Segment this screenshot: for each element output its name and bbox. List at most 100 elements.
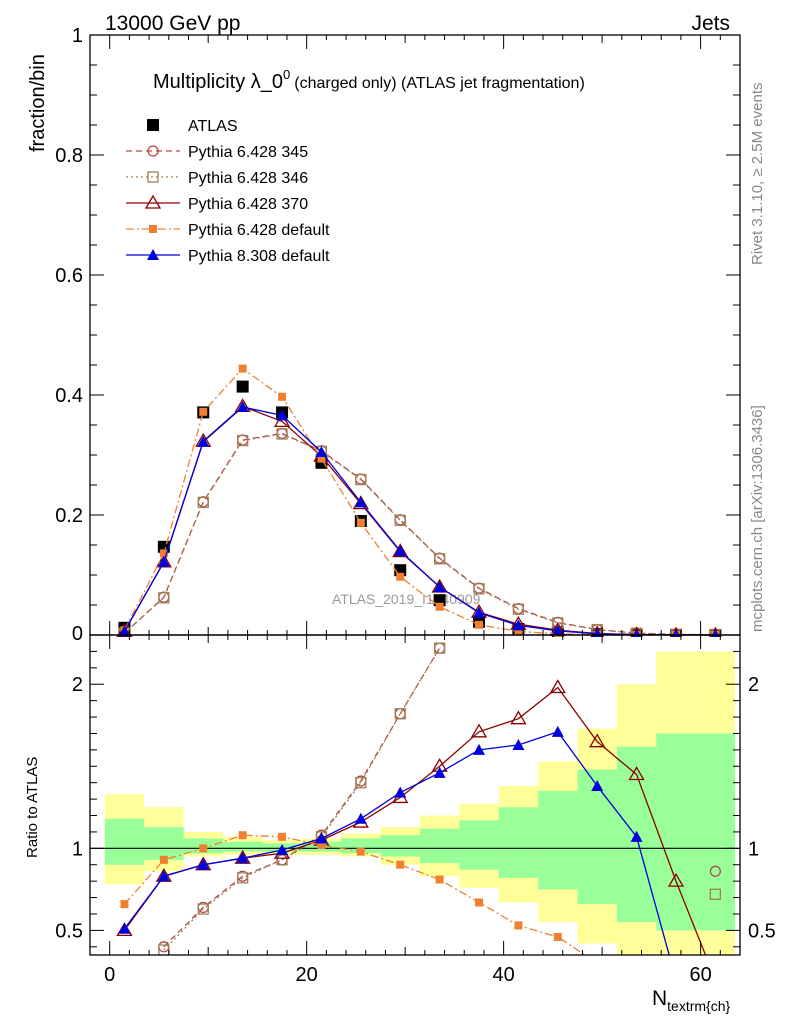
data-point bbox=[394, 708, 406, 720]
data-point bbox=[433, 642, 446, 654]
x-tick-label: 0 bbox=[104, 964, 115, 986]
data-point bbox=[356, 847, 365, 856]
green-band-bin bbox=[104, 818, 145, 865]
data-point bbox=[473, 743, 486, 755]
data-point bbox=[118, 625, 131, 637]
series-line bbox=[124, 433, 716, 636]
y-tick-label: 0.8 bbox=[55, 145, 83, 167]
data-point bbox=[315, 446, 328, 457]
green-band-bin bbox=[577, 769, 617, 905]
data-point bbox=[470, 723, 488, 738]
x-axis-label: Ntextrm{ch} bbox=[652, 987, 731, 1014]
data-point bbox=[147, 145, 159, 157]
data-point bbox=[197, 858, 210, 870]
data-point bbox=[276, 427, 288, 440]
data-point bbox=[670, 974, 682, 985]
data-point bbox=[236, 401, 249, 412]
data-point bbox=[157, 870, 170, 882]
data-point bbox=[147, 171, 159, 183]
green-band-bin bbox=[498, 807, 539, 878]
data-point bbox=[147, 249, 159, 260]
legend: ATLAS Pythia 6.428 345 Pythia 6.428 346 Pyt… bbox=[126, 118, 330, 265]
legend-label: Pythia 6.428 370 bbox=[188, 196, 308, 213]
green-band-bin bbox=[695, 733, 736, 931]
ratio-frame bbox=[89, 634, 741, 956]
data-point bbox=[433, 553, 446, 565]
data-point bbox=[237, 872, 249, 884]
data-point bbox=[159, 549, 168, 558]
rivet-label: Rivet 3.1.10, ≥ 2.5M events bbox=[749, 83, 766, 266]
ratio-y-tick-label: 1 bbox=[72, 838, 83, 860]
data-point bbox=[512, 738, 525, 750]
data-point bbox=[317, 841, 326, 850]
data-point bbox=[276, 428, 288, 440]
uncertainty-bands bbox=[104, 651, 736, 955]
data-point bbox=[549, 679, 566, 694]
ratio-y-tick-label-right: 0.5 bbox=[748, 920, 776, 942]
data-point bbox=[589, 733, 606, 748]
data-point bbox=[237, 434, 249, 447]
ratio-y-tick-label: 2 bbox=[72, 674, 83, 696]
data-point bbox=[158, 592, 170, 604]
data-point bbox=[278, 392, 287, 401]
data-point bbox=[394, 514, 406, 526]
data-point bbox=[355, 777, 367, 789]
series-line bbox=[123, 406, 716, 636]
data-point bbox=[667, 872, 685, 887]
data-point bbox=[593, 959, 601, 967]
green-band-bin bbox=[380, 835, 420, 857]
y-tick-label: 0.4 bbox=[55, 385, 83, 407]
ratio-panel: 0 20 40 60 0.5 0.5 1 1 2 2 bbox=[55, 35, 776, 986]
data-point bbox=[591, 779, 604, 791]
data-point bbox=[317, 454, 326, 463]
data-point bbox=[473, 606, 486, 618]
main-ylabel: fraction/bin bbox=[27, 54, 49, 152]
data-point bbox=[630, 830, 643, 842]
data-point bbox=[149, 225, 157, 233]
data-point bbox=[236, 852, 249, 864]
data-point bbox=[120, 900, 129, 909]
data-point bbox=[197, 496, 209, 509]
mcplots-label: mcplots.cern.ch [arXiv:1306.3436] bbox=[749, 405, 766, 632]
ratio-line bbox=[163, 647, 441, 948]
ratio-ylabel: Ratio to ATLAS bbox=[24, 757, 41, 858]
chart-title: Multiplicity λ_00(charged only) (ATLAS j… bbox=[153, 67, 585, 93]
legend-label: ATLAS bbox=[188, 118, 238, 135]
green-band-bin bbox=[538, 790, 578, 890]
ratio-y-tick-label: 0.5 bbox=[55, 920, 83, 942]
y-tick-label: 0.2 bbox=[55, 505, 83, 527]
legend-label: Pythia 6.428 default bbox=[188, 222, 330, 239]
data-point bbox=[236, 380, 249, 393]
data-point bbox=[199, 844, 208, 853]
main-panel: 0 0.2 0.4 0.6 0.8 1 bbox=[55, 25, 741, 645]
data-point bbox=[276, 409, 289, 421]
y-tick-label: 0 bbox=[72, 623, 83, 645]
data-point bbox=[394, 786, 407, 798]
data-point bbox=[510, 710, 527, 725]
ratio-line bbox=[163, 647, 441, 951]
y-tick-label: 1 bbox=[72, 25, 83, 47]
data-point bbox=[512, 603, 525, 615]
x-tick-label: 20 bbox=[296, 964, 318, 986]
data-point bbox=[396, 572, 405, 581]
data-point bbox=[394, 514, 406, 527]
data-point bbox=[276, 843, 289, 855]
data-point bbox=[315, 832, 328, 844]
data-point bbox=[512, 619, 525, 631]
legend-label: Pythia 6.428 345 bbox=[188, 144, 308, 161]
data-point bbox=[118, 922, 131, 934]
data-point bbox=[514, 627, 523, 636]
data-point bbox=[352, 495, 369, 510]
green-band-bin bbox=[459, 820, 499, 870]
series-line bbox=[124, 432, 716, 636]
data-point bbox=[354, 496, 367, 508]
data-point bbox=[475, 620, 484, 629]
data-point bbox=[433, 581, 446, 592]
data-point bbox=[238, 831, 247, 840]
data-point bbox=[392, 543, 409, 558]
green-band-bin bbox=[144, 827, 184, 860]
data-point bbox=[157, 555, 170, 567]
data-point bbox=[433, 766, 446, 778]
data-point bbox=[238, 364, 247, 373]
data-point bbox=[514, 921, 523, 930]
